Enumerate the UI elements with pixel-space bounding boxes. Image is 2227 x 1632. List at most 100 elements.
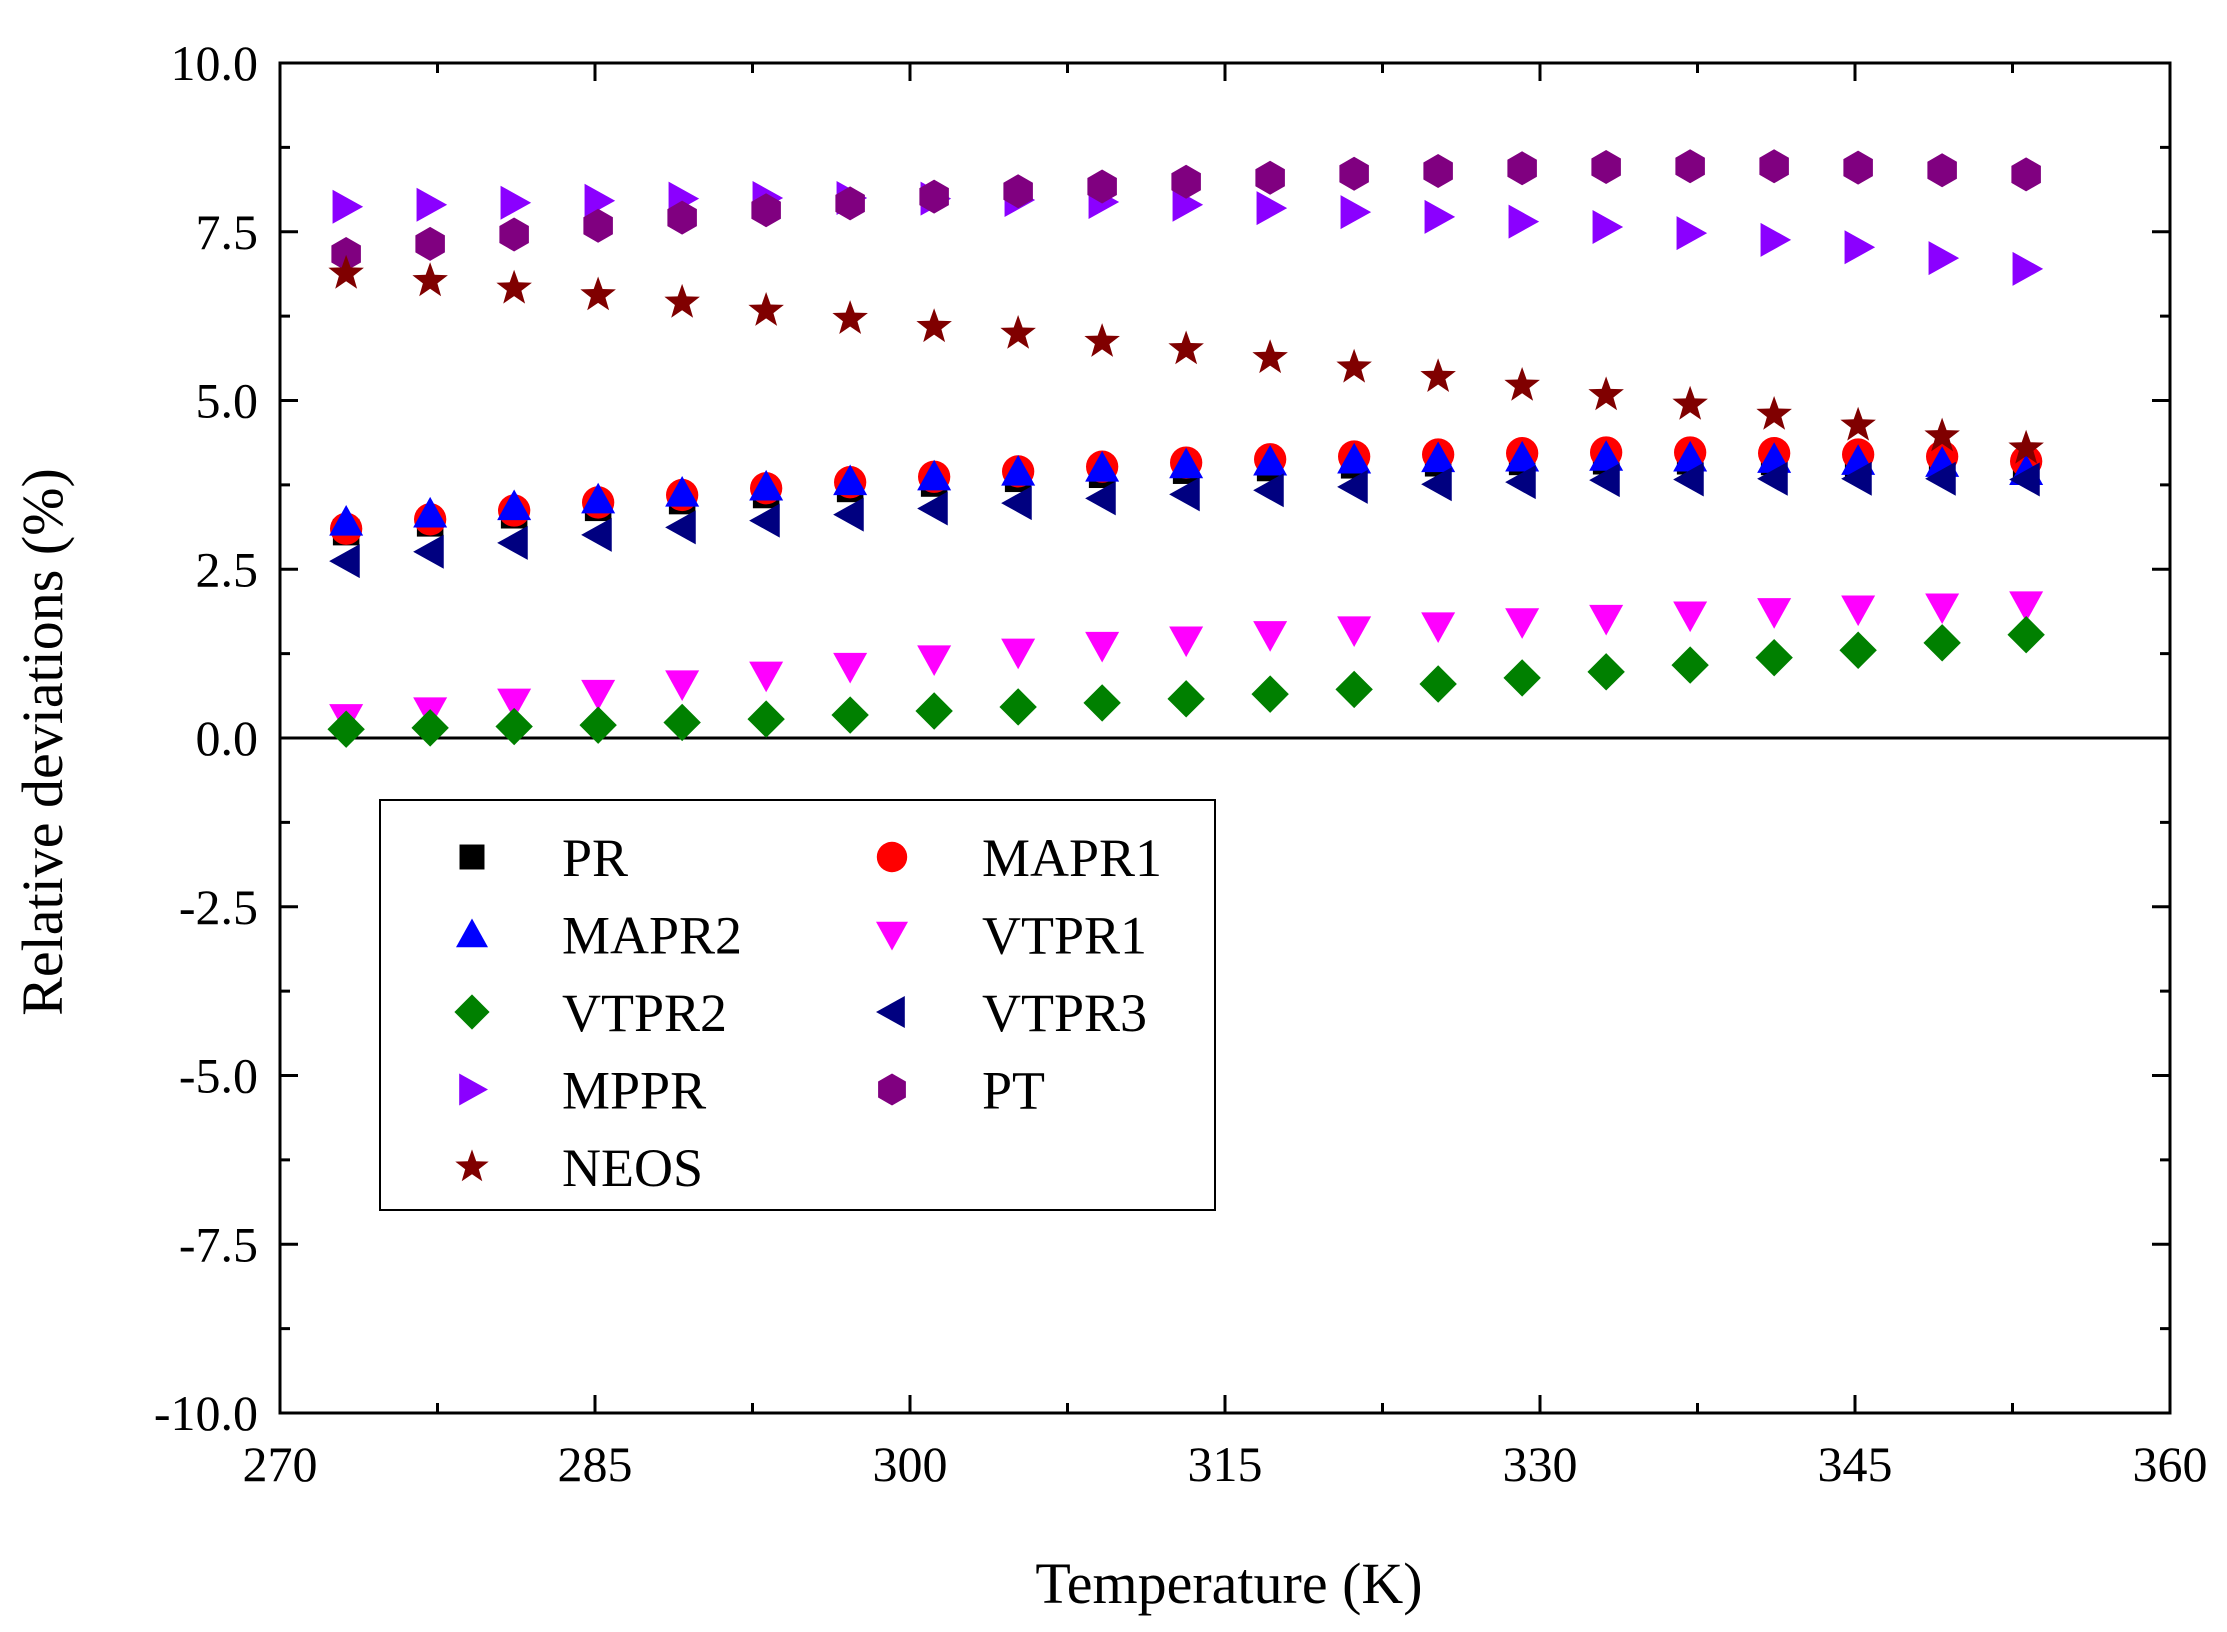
data-point-mapr2 [749, 469, 784, 501]
legend-label: PT [982, 1061, 1045, 1121]
y-tick-label: 0.0 [196, 710, 259, 766]
data-point-mapr2 [1001, 455, 1036, 486]
data-point-vtpr2 [831, 696, 869, 734]
data-point-vtpr3 [1505, 465, 1536, 500]
legend-item-mppr: MPPR [459, 1061, 706, 1121]
legend-label: VTPR2 [562, 983, 727, 1043]
data-point-neos [2008, 429, 2044, 464]
legend-label: MAPR2 [562, 906, 742, 966]
data-point-vtpr3 [1757, 461, 1788, 496]
data-point-mppr [1256, 191, 1288, 226]
data-point-vtpr2 [1587, 653, 1625, 691]
data-point-mppr [1844, 230, 1876, 265]
data-point-pt [919, 179, 949, 214]
data-point-vtpr1 [1589, 604, 1624, 636]
legend-box [379, 799, 1216, 1211]
data-point-neos [1084, 323, 1120, 357]
data-point-mppr [416, 187, 448, 222]
data-point-mppr [1172, 187, 1204, 222]
data-point-pt [667, 200, 697, 235]
data-point-mapr2 [1337, 442, 1372, 474]
x-tick-label: 330 [1503, 1436, 1578, 1492]
legend: PR MAPR1 MAPR2 VTPR1 VTPR2 VTPR3 MPPR PT NEOS [379, 799, 1216, 1211]
data-point-mapr2 [1673, 440, 1708, 472]
data-point-neos [1672, 385, 1708, 420]
data-point-mapr2 [833, 464, 868, 496]
data-point-vtpr3 [581, 517, 612, 552]
data-point-vtpr2 [1083, 684, 1121, 722]
data-point-pt [331, 237, 361, 271]
legend-marker [878, 1073, 906, 1106]
data-point-mppr [1508, 204, 1540, 239]
x-axis-label: Temperature (K) [1035, 1551, 1422, 1616]
legend-item-pr: PR [459, 828, 628, 888]
data-point-mapr2 [1169, 447, 1204, 479]
data-point-vtpr3 [665, 510, 696, 545]
data-point-vtpr2 [1755, 638, 1793, 677]
data-point-pt [2011, 157, 2041, 192]
data-point-neos [328, 254, 364, 289]
data-point-pt [1087, 169, 1117, 204]
data-point-vtpr3 [1253, 473, 1284, 508]
data-point-mapr2 [413, 496, 448, 528]
legend-marker [459, 844, 485, 870]
data-point-neos [1756, 396, 1792, 430]
legend-label: NEOS [562, 1138, 703, 1198]
legend-marker [454, 994, 490, 1030]
data-point-pt [499, 217, 529, 252]
data-point-neos [1504, 367, 1540, 401]
y-tick-label: 10.0 [171, 35, 259, 91]
data-point-vtpr3 [1841, 461, 1872, 496]
data-point-pt [415, 226, 445, 261]
data-point-mapr2 [1505, 440, 1540, 472]
data-point-vtpr1 [1757, 598, 1792, 629]
data-point-vtpr2 [411, 709, 449, 747]
x-tick-label: 285 [558, 1436, 633, 1492]
data-point-vtpr2 [999, 688, 1037, 726]
data-point-vtpr1 [1001, 638, 1036, 670]
data-point-vtpr2 [1839, 631, 1877, 669]
data-point-vtpr3 [833, 497, 864, 532]
data-point-mppr [1928, 241, 1960, 276]
data-point-mapr2 [1085, 451, 1120, 482]
data-point-mppr [1760, 222, 1792, 257]
data-point-pt [1255, 160, 1285, 195]
data-point-pt [1675, 149, 1705, 184]
data-point-vtpr1 [497, 688, 532, 720]
data-point-pt [835, 186, 865, 221]
data-point-vtpr2 [1167, 680, 1205, 718]
data-point-neos [664, 283, 700, 318]
data-point-vtpr1 [1085, 631, 1120, 663]
data-point-mapr2 [329, 505, 364, 536]
legend-label: MPPR [562, 1061, 706, 1121]
data-point-vtpr1 [1169, 626, 1204, 658]
legend-item-vtpr2: VTPR2 [454, 983, 727, 1043]
y-tick-label: -2.5 [179, 879, 258, 935]
data-point-mppr [2012, 251, 2044, 286]
data-point-vtpr1 [1673, 601, 1708, 633]
data-point-neos [748, 292, 784, 326]
data-point-neos [1924, 417, 1960, 452]
data-point-mapr2 [497, 489, 532, 521]
data-point-vtpr1 [749, 661, 784, 693]
data-point-vtpr3 [497, 525, 528, 560]
data-point-mppr [1676, 216, 1708, 251]
data-point-vtpr2 [1503, 659, 1541, 697]
data-point-vtpr2 [1335, 670, 1373, 709]
data-point-vtpr2 [327, 710, 365, 748]
data-point-vtpr3 [329, 544, 360, 579]
data-point-vtpr2 [495, 707, 533, 746]
data-point-neos [1336, 348, 1372, 383]
series-vtpr2 [327, 616, 2045, 748]
x-tick-label: 270 [243, 1436, 318, 1492]
data-point-pt [751, 193, 781, 228]
data-point-neos [412, 262, 448, 297]
y-tick-label: -10.0 [154, 1385, 258, 1441]
data-point-neos [832, 300, 868, 334]
data-point-vtpr1 [1337, 616, 1372, 647]
y-axis-label: Relative deviations (%) [10, 468, 75, 1016]
data-point-vtpr3 [1421, 467, 1452, 502]
x-tick-label: 360 [2133, 1436, 2208, 1492]
data-point-vtpr1 [1505, 608, 1540, 639]
legend-item-vtpr3: VTPR3 [876, 983, 1147, 1043]
